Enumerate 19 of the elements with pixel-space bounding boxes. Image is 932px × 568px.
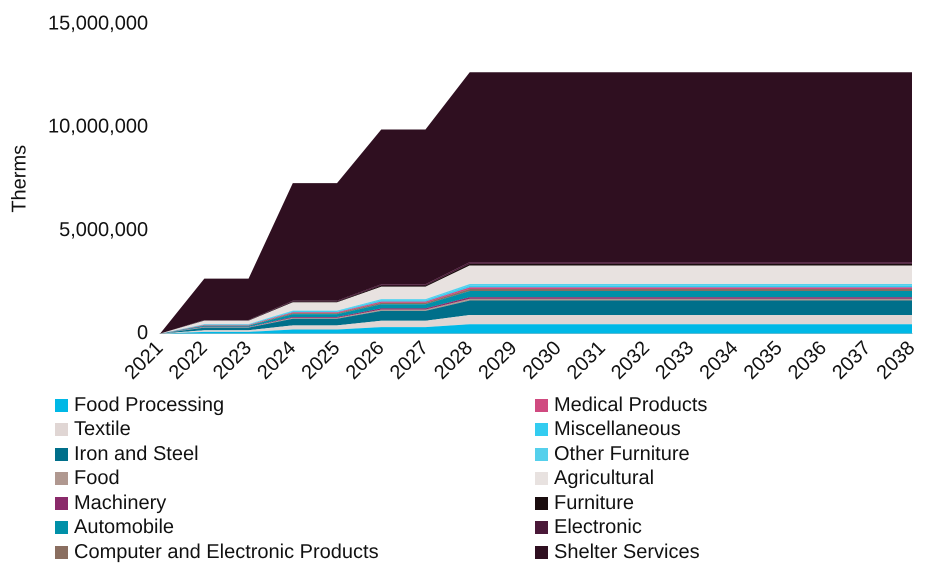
- legend-label: Food: [74, 467, 120, 490]
- legend-label: Miscellaneous: [554, 418, 681, 442]
- legend-label: Furniture: [554, 492, 634, 515]
- y-tick-label: 5,000,000: [59, 218, 148, 241]
- y-tick-label: 10,000,000: [48, 116, 148, 138]
- y-tick-label: 15,000,000: [48, 12, 148, 35]
- legend-label: Food Processing: [74, 394, 224, 417]
- legend-label: Computer and Electronic Products: [74, 540, 379, 564]
- y-tick-label: 0: [136, 322, 148, 344]
- legend-label: Iron and Steel: [74, 442, 199, 466]
- legend-label: Automobile: [74, 516, 174, 540]
- legend-label: Electronic: [554, 516, 642, 540]
- y-axis-title: Therms: [8, 144, 31, 213]
- legend-label: Machinery: [74, 492, 166, 515]
- legend-label: Shelter Services: [554, 540, 700, 564]
- legend-label: Other Furniture: [554, 442, 690, 466]
- legend-label: Agricultural: [554, 467, 654, 490]
- legend-label: Textile: [74, 418, 131, 442]
- legend-label: Medical Products: [554, 394, 708, 417]
